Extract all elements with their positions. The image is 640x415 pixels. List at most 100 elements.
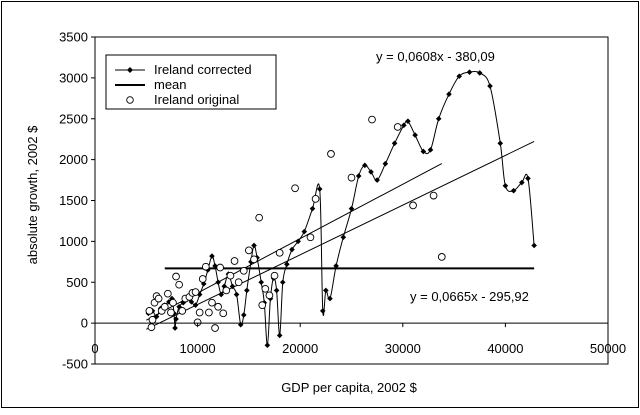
y-tick-label: 1000	[59, 234, 88, 249]
corrected-point	[229, 283, 236, 290]
legend-mean-label: mean	[154, 77, 187, 92]
original-point	[250, 255, 258, 264]
original-point	[258, 301, 267, 309]
corrected-point	[221, 283, 228, 290]
corrected-point	[276, 332, 283, 339]
corrected-point	[323, 287, 329, 294]
corrected-point	[333, 263, 339, 269]
corrected-point	[368, 169, 374, 175]
corrected-point	[169, 295, 175, 302]
corrected-point	[196, 291, 203, 298]
axes-layer: 0 10000 20000 30000 40000 50000-5000500100015…	[59, 30, 626, 372]
corrected-point	[209, 253, 215, 259]
y-tick-label: 3500	[59, 30, 88, 45]
corrected-point	[435, 115, 442, 122]
corrected-point	[466, 69, 473, 75]
original-point	[437, 253, 446, 261]
original-point	[393, 123, 402, 131]
original-point	[205, 308, 213, 317]
corrected-point	[391, 140, 398, 147]
original-point	[311, 195, 320, 203]
series-layer	[145, 69, 537, 348]
y-tick-label: 1500	[59, 193, 88, 208]
legend-corrected-label: Ireland corrected	[154, 62, 252, 77]
original-point	[239, 266, 248, 275]
corrected-point	[176, 303, 182, 310]
corrected-point	[289, 246, 295, 253]
corrected-point	[264, 342, 271, 348]
y-tick-label: 3000	[59, 70, 88, 85]
corrected-point	[456, 73, 463, 80]
corrected-point	[525, 175, 531, 182]
original-point	[211, 324, 219, 332]
corrected-point	[284, 261, 290, 268]
legend-original-marker	[126, 96, 134, 104]
corrected-point	[192, 302, 199, 308]
corrected-point	[153, 313, 160, 320]
corrected-point	[240, 312, 247, 318]
original-point	[234, 278, 243, 287]
original-point	[429, 191, 438, 200]
original-point	[172, 272, 180, 281]
y-tick-label: 2500	[59, 111, 88, 126]
corrected-point	[502, 182, 509, 189]
corrected-point	[258, 279, 265, 286]
corrected-point	[497, 140, 504, 147]
original-point	[261, 284, 270, 293]
corrected-point	[205, 267, 211, 273]
original-point	[175, 280, 183, 289]
corrected-point	[412, 132, 418, 138]
corrected-point	[200, 281, 207, 287]
corrected-point	[319, 308, 326, 314]
original-point	[147, 323, 156, 332]
original-point	[169, 298, 177, 307]
corrected-point	[340, 234, 347, 241]
legend-box	[105, 54, 277, 110]
original-point	[145, 307, 154, 315]
corrected-point	[215, 279, 221, 286]
corrected-point	[244, 287, 250, 294]
corrected-point	[180, 299, 187, 306]
corrected-point	[476, 70, 483, 76]
x-axis-label: GDP per capita, 2002 $	[281, 380, 417, 395]
y-tick-label: 2000	[59, 152, 88, 167]
y-tick-label: 0	[81, 316, 88, 331]
corrected-point	[405, 118, 411, 125]
corrected-point	[519, 179, 525, 186]
x-tick-label: 30000	[385, 341, 421, 356]
original-point	[226, 271, 235, 280]
original-point	[291, 184, 299, 193]
original-point	[368, 115, 376, 124]
legend-corrected-marker	[127, 67, 133, 73]
original-point	[327, 150, 335, 158]
corrected-point	[309, 205, 316, 212]
corrected-point	[446, 91, 452, 98]
corrected-point	[295, 238, 301, 245]
original-point	[275, 248, 284, 257]
corrected-point	[251, 242, 257, 249]
original-point	[208, 298, 216, 307]
legend: Ireland corrected mean Ireland original	[105, 54, 277, 110]
original-point	[270, 271, 279, 280]
y-tick-label: -500	[62, 357, 88, 372]
corrected-point	[237, 321, 244, 328]
corrected-point	[427, 147, 434, 153]
original-point	[154, 294, 163, 303]
x-tick-label: 10000	[180, 341, 216, 356]
corrected-point	[401, 122, 407, 129]
original-point	[230, 257, 239, 265]
corrected-point	[218, 291, 224, 298]
original-point	[216, 263, 225, 272]
original-point	[222, 286, 231, 295]
x-tick-label: 20000	[282, 341, 318, 356]
corrected-point	[173, 316, 179, 322]
corrected-point	[279, 279, 286, 286]
corrected-point	[531, 242, 537, 249]
original-point	[347, 173, 356, 182]
original-point	[167, 308, 175, 317]
original-point	[265, 291, 274, 300]
original-point	[178, 307, 187, 315]
equation-bottom-annotation: y = 0,0665x - 295,92	[410, 289, 529, 304]
original-point	[198, 275, 207, 283]
original-point	[191, 288, 200, 296]
